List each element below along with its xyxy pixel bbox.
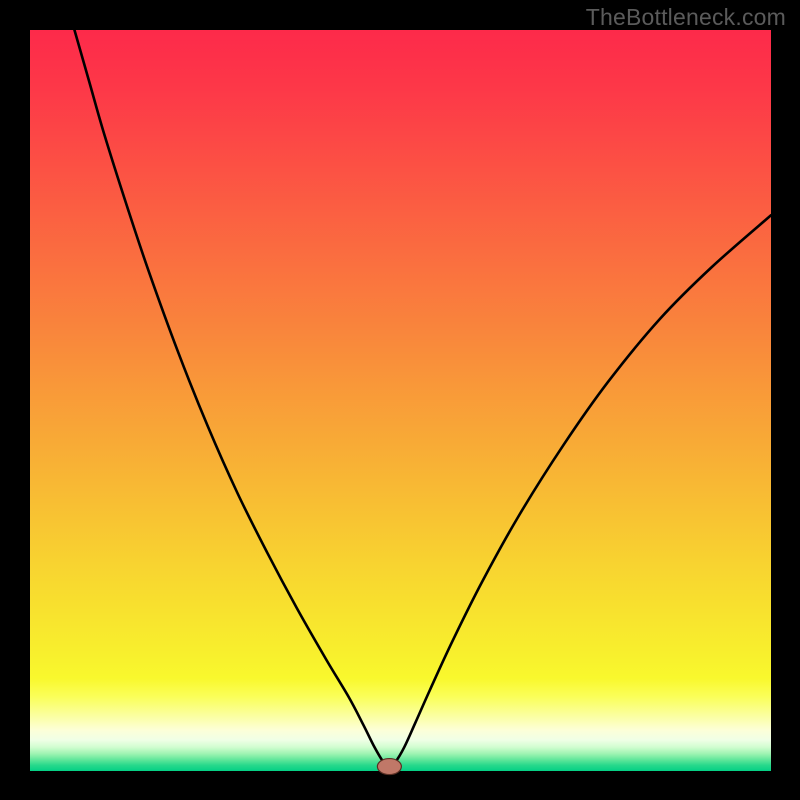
bottleneck-curve-chart [0,0,800,800]
gradient-background [30,30,771,771]
optimum-marker [377,759,401,775]
watermark-text: TheBottleneck.com [586,4,786,31]
